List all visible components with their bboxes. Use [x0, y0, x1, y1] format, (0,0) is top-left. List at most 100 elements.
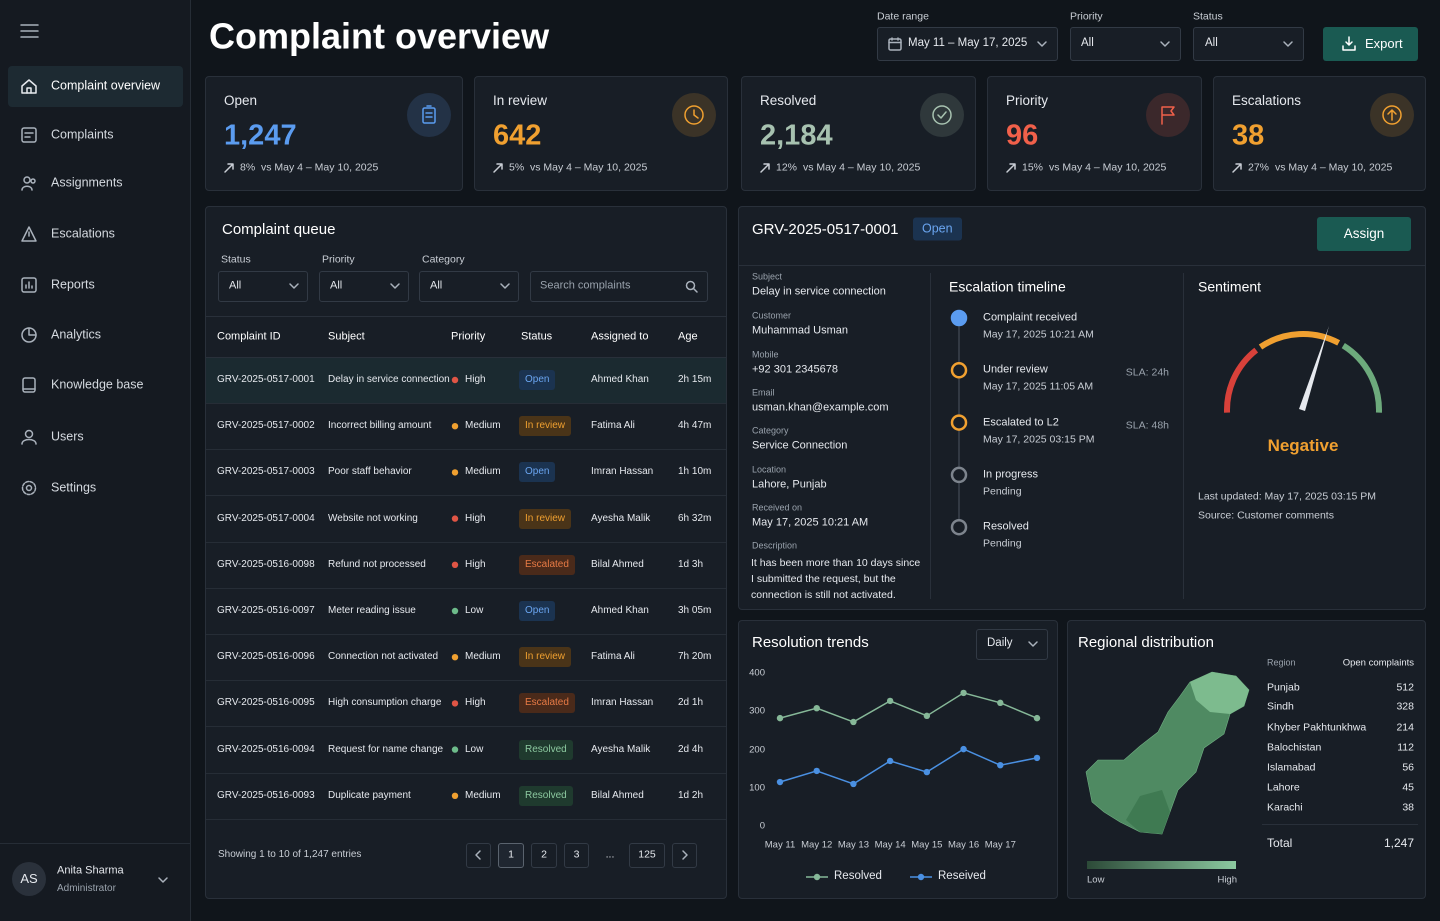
field-value: +92 301 2345678 — [752, 363, 838, 376]
cell-assigned: Bilal Ahmed — [591, 558, 644, 570]
assign-button[interactable] — [1317, 217, 1411, 251]
nav-item[interactable]: Settings — [51, 480, 97, 495]
period-dropdown[interactable] — [976, 629, 1048, 660]
page-prev[interactable] — [466, 843, 491, 868]
cell-assigned: Ahmed Khan — [591, 605, 649, 616]
cell-id: GRV-2025-0517-0003 — [217, 466, 315, 478]
search-box[interactable] — [530, 271, 708, 302]
cell-age: 2d 1h — [678, 697, 704, 709]
cell-status: In review — [519, 416, 572, 437]
region-name: Islamabad — [1267, 761, 1316, 774]
nav-item[interactable]: Escalations — [51, 226, 115, 241]
queue-filter[interactable] — [218, 271, 308, 302]
table-row[interactable] — [206, 450, 726, 497]
nav-item[interactable]: Knowledge base — [51, 377, 144, 392]
kpi-card — [1213, 76, 1426, 191]
nav-item[interactable]: Assignments — [51, 175, 123, 190]
cell-assigned: Imran Hassan — [591, 697, 654, 709]
kpi-compare: vs May 4 – May 10, 2025 — [1049, 161, 1167, 174]
table-row[interactable] — [206, 635, 726, 682]
export-button[interactable] — [1323, 27, 1418, 61]
field-value: Muhammad Usman — [752, 324, 848, 337]
table-row[interactable] — [206, 404, 726, 451]
kpi-value: 2,184 — [760, 119, 833, 152]
user-role: Administrator — [57, 883, 116, 894]
kpi-label: Priority — [1006, 92, 1049, 108]
sidebar-divider — [0, 843, 191, 844]
table-row[interactable] — [206, 497, 726, 543]
field-value: It has been more than 10 days since I su… — [751, 557, 921, 601]
timeline-step: Resolved — [983, 520, 1029, 533]
queue-filter-value: All — [330, 279, 343, 292]
table-row[interactable] — [206, 543, 726, 589]
field-value: Lahore, Punjab — [752, 478, 827, 491]
cell-priority: High — [465, 512, 486, 524]
page-button[interactable] — [498, 843, 524, 868]
kpi-label: Resolved — [760, 92, 817, 108]
kpi-card — [987, 76, 1202, 191]
table-row[interactable] — [206, 589, 726, 635]
page-next[interactable] — [672, 843, 697, 868]
legend-label: Resolved — [834, 870, 882, 883]
timeline-step: In progress — [983, 468, 1039, 481]
cell-assigned: Bilal Ahmed — [591, 789, 644, 801]
table-row[interactable] — [206, 728, 726, 774]
cell-age: 3h 05m — [678, 605, 712, 616]
sidebar — [0, 0, 191, 921]
cell-subject: Incorrect billing amount — [328, 420, 432, 432]
total-divider — [1262, 824, 1418, 825]
page-button[interactable] — [629, 843, 665, 868]
queue-filter[interactable] — [419, 271, 519, 302]
cell-assigned: Fatima Ali — [591, 651, 635, 663]
cell-id: GRV-2025-0517-0001 — [217, 374, 315, 385]
column-header: Priority — [451, 330, 486, 343]
total-value: 1,247 — [1383, 835, 1414, 850]
cell-subject: Duplicate payment — [328, 789, 411, 801]
search-placeholder: Search complaints — [540, 279, 631, 292]
cell-age: 7h 20m — [678, 651, 712, 663]
column-header: Age — [678, 330, 698, 343]
region-name: Khyber Pakhtunkhwa — [1267, 721, 1367, 734]
map-legend-low: Low — [1087, 874, 1105, 886]
kpi-compare: vs May 4 – May 10, 2025 — [261, 161, 379, 174]
cell-priority: Medium — [465, 651, 501, 663]
timeline-time: Pending — [983, 485, 1022, 498]
filter-dropdown[interactable] — [877, 27, 1058, 61]
cell-status: Open — [519, 462, 556, 483]
region-count: 328 — [1396, 700, 1414, 713]
cell-priority: High — [465, 374, 486, 385]
page-button[interactable] — [531, 843, 557, 868]
cell-assigned: Ayesha Malik — [591, 512, 651, 524]
filter-value: All — [1081, 37, 1094, 50]
table-row[interactable] — [206, 774, 726, 820]
nav-item[interactable]: Reports — [51, 277, 95, 292]
region-name: Balochistan — [1267, 741, 1322, 754]
kpi-card — [741, 76, 976, 191]
queue-filter-label: Status — [221, 253, 251, 266]
queue-filter[interactable] — [319, 271, 409, 302]
cell-age: 6h 32m — [678, 512, 712, 524]
cell-age: 1h 10m — [678, 466, 712, 478]
x-tick-label: May 15 — [911, 839, 943, 851]
nav-item[interactable]: Analytics — [51, 327, 102, 342]
cell-subject: Website not working — [328, 512, 418, 524]
nav-item[interactable]: Complaint overview — [51, 78, 161, 93]
cell-subject: Refund not processed — [328, 558, 426, 570]
table-row[interactable] — [206, 681, 726, 728]
cell-subject: Delay in service connection — [328, 374, 450, 385]
x-tick-label: May 14 — [874, 839, 906, 851]
region-count: 56 — [1402, 761, 1414, 774]
kpi-value: 38 — [1232, 119, 1265, 152]
kpi-value: 1,247 — [224, 119, 297, 152]
page-button[interactable] — [564, 843, 589, 868]
nav-item[interactable]: Users — [51, 429, 84, 444]
timeline-step: Escalated to L2 — [983, 416, 1059, 428]
nav-item[interactable]: Complaints — [51, 127, 114, 142]
legend-label: Reseived — [938, 870, 986, 883]
sentiment-source: Source: Customer comments — [1198, 509, 1334, 522]
table-row[interactable] — [206, 358, 726, 404]
kpi-label: In review — [493, 92, 548, 108]
y-tick-label: 300 — [749, 705, 765, 717]
regional-title: Regional distribution — [1078, 634, 1214, 651]
